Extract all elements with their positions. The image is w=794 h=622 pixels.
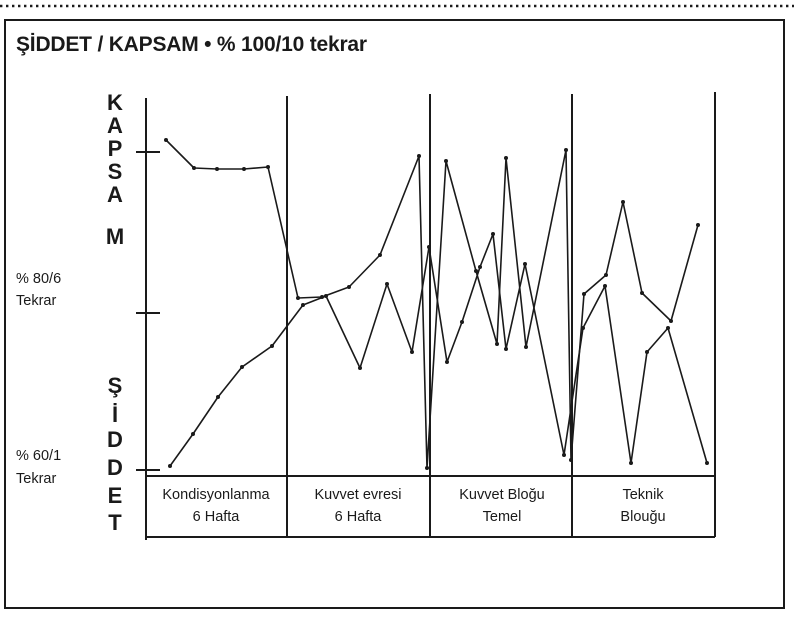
series-kapsam-point	[215, 167, 219, 171]
series-siddet-point	[168, 464, 172, 468]
y-level-60-line2: Tekrar	[16, 471, 56, 487]
y-axis	[136, 98, 160, 540]
phase-3-line1: Kuvvet Bloğu	[459, 487, 544, 503]
series-kapsam-point	[444, 159, 448, 163]
series-kapsam-point	[417, 154, 421, 158]
series-siddet-point	[645, 350, 649, 354]
series-kapsam-point	[696, 223, 700, 227]
kapsam-letter-4: S	[108, 159, 123, 184]
series-siddet-point	[216, 395, 220, 399]
series-siddet-point	[324, 294, 328, 298]
series-kapsam-point	[524, 345, 528, 349]
series-siddet-point	[478, 265, 482, 269]
series-kapsam-point	[347, 285, 351, 289]
kapsam-letter-3: P	[108, 136, 123, 161]
series-kapsam-point	[164, 138, 168, 142]
kapsam-letter-5: A	[107, 182, 123, 207]
series-siddet-point	[562, 453, 566, 457]
chart-title: ŞİDDET / KAPSAM • % 100/10 tekrar	[16, 33, 367, 56]
phase-1-line2: 6 Hafta	[193, 509, 241, 525]
series-siddet-point	[240, 365, 244, 369]
series-kapsam-point	[495, 342, 499, 346]
phase-3-line2: Temel	[483, 509, 522, 525]
series-siddet-point	[358, 366, 362, 370]
siddet-letter-3: D	[107, 427, 123, 452]
series-kapsam-point	[242, 167, 246, 171]
series-siddet-point	[603, 284, 607, 288]
siddet-letter-1: Ş	[108, 373, 123, 398]
series-siddet-point	[491, 232, 495, 236]
series-siddet-point	[270, 344, 274, 348]
series-siddet-point	[666, 326, 670, 330]
phase-2-line2: 6 Hafta	[335, 509, 383, 525]
series-siddet-point	[410, 350, 414, 354]
siddet-vertical-label: Ş İ D D E T	[107, 373, 123, 535]
kapsam-letter-2: A	[107, 113, 123, 138]
series-kapsam-point	[604, 273, 608, 277]
series-kapsam-point	[192, 166, 196, 170]
kapsam-letter-1: K	[107, 90, 123, 115]
kapsam-vertical-label: K A P S A M	[106, 90, 124, 249]
phase-4-line2: Blouğu	[620, 509, 665, 525]
series-kapsam-point	[582, 292, 586, 296]
y-level-60-line1: % 60/1	[16, 448, 61, 464]
siddet-letter-4: D	[107, 455, 123, 480]
series-siddet-point	[581, 326, 585, 330]
series-kapsam-point	[669, 319, 673, 323]
series-siddet-point	[301, 303, 305, 307]
series-siddet-point	[427, 245, 431, 249]
series-kapsam-point	[296, 296, 300, 300]
series-kapsam-point	[621, 200, 625, 204]
phase-4-line1: Teknik	[622, 487, 664, 503]
phase-box	[146, 475, 715, 538]
series-kapsam-point	[640, 291, 644, 295]
series-siddet-point	[445, 360, 449, 364]
series-kapsam-point	[569, 458, 573, 462]
chart-frame	[4, 19, 785, 609]
series-kapsam-point	[504, 156, 508, 160]
series-kapsam-point	[474, 269, 478, 273]
phase-dividers	[286, 92, 716, 537]
series-siddet-point	[629, 461, 633, 465]
series-kapsam-point	[378, 253, 382, 257]
kapsam-letter-6: M	[106, 224, 124, 249]
series-siddet-point	[523, 262, 527, 266]
y-level-labels: % 80/6 Tekrar % 60/1 Tekrar	[16, 271, 61, 487]
series-siddet-point	[191, 432, 195, 436]
phase-2-line1: Kuvvet evresi	[314, 487, 401, 503]
series-siddet-line	[169, 233, 708, 467]
dotted-top-border	[0, 4, 794, 8]
phase-labels: Kondisyonlanma 6 Hafta Kuvvet evresi 6 H…	[162, 487, 665, 525]
series-siddet-point	[385, 282, 389, 286]
series-kapsam-point	[425, 466, 429, 470]
series-siddet-point	[460, 320, 464, 324]
series-layer	[164, 138, 709, 470]
siddet-letter-6: T	[108, 510, 122, 535]
series-kapsam-point	[266, 165, 270, 169]
series-kapsam-point	[564, 148, 568, 152]
y-level-80-line2: Tekrar	[16, 293, 56, 309]
y-level-80-line1: % 80/6	[16, 271, 61, 287]
series-siddet-point	[504, 347, 508, 351]
series-siddet-point	[705, 461, 709, 465]
siddet-letter-5: E	[108, 483, 123, 508]
phase-1-line1: Kondisyonlanma	[162, 487, 270, 503]
series-kapsam-line	[165, 139, 699, 469]
siddet-letter-2: İ	[112, 402, 118, 427]
